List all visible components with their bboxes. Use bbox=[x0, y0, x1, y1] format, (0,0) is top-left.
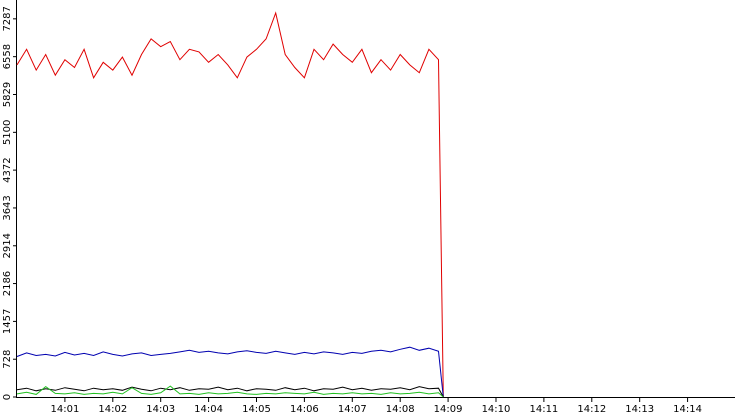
series-line bbox=[16, 385, 444, 398]
x-tick-label: 14:11 bbox=[529, 404, 558, 415]
x-tick-label: 14:01 bbox=[50, 404, 79, 415]
x-tick-label: 14:13 bbox=[625, 404, 654, 415]
y-tick-label: 5100 bbox=[2, 120, 13, 145]
y-tick-label: 728 bbox=[2, 350, 13, 369]
x-tick-label: 14:08 bbox=[386, 404, 415, 415]
x-tick-label: 14:05 bbox=[242, 404, 271, 415]
y-tick-label: 4372 bbox=[2, 157, 13, 182]
x-tick-label: 14:07 bbox=[338, 404, 367, 415]
x-tick-label: 14:12 bbox=[577, 404, 606, 415]
series-line bbox=[16, 11, 444, 398]
x-tick-label: 14:09 bbox=[434, 404, 463, 415]
x-tick-label: 14:14 bbox=[673, 404, 702, 415]
series-line bbox=[16, 386, 444, 398]
x-tick-label: 14:06 bbox=[290, 404, 319, 415]
y-tick-label: 5829 bbox=[2, 82, 13, 107]
x-tick-label: 14:03 bbox=[146, 404, 175, 415]
y-tick-label: 0 bbox=[2, 394, 13, 400]
y-tick-label: 2186 bbox=[2, 271, 13, 296]
x-tick-label: 14:02 bbox=[98, 404, 127, 415]
y-tick-label: 7287 bbox=[2, 6, 13, 31]
y-tick-label: 6558 bbox=[2, 44, 13, 69]
y-tick-label: 1457 bbox=[2, 309, 13, 334]
y-tick-label: 2914 bbox=[2, 233, 13, 258]
x-tick-label: 14:04 bbox=[194, 404, 223, 415]
x-tick-label: 14:10 bbox=[482, 404, 511, 415]
series-line bbox=[16, 346, 444, 398]
y-tick-label: 3643 bbox=[2, 195, 13, 220]
